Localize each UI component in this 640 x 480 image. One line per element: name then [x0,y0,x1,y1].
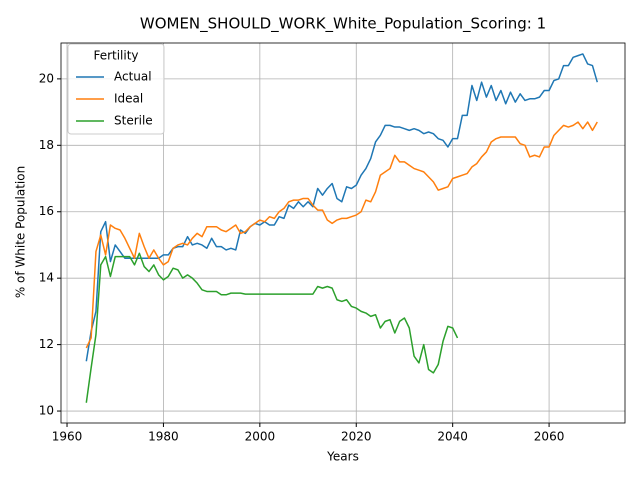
y-tick-label: 16 [39,204,54,218]
x-tick-label: 2060 [534,430,565,444]
series-line [85,53,599,362]
x-tick-label: 2040 [437,430,468,444]
y-tick-label: 14 [39,271,54,285]
x-tick-label: 2020 [341,430,372,444]
legend-label: Actual [114,70,152,84]
legend-title: Fertility [93,49,138,63]
x-tick-label: 2000 [245,430,276,444]
y-tick-label: 12 [39,337,54,351]
legend-box [67,43,165,135]
x-tick-label: 1960 [52,430,83,444]
plot-frame [60,42,626,424]
y-axis-label: % of White Population [14,166,28,298]
y-tick-label: 20 [39,71,54,85]
x-tick-label: 1980 [148,430,179,444]
y-tick-label: 18 [39,138,54,152]
series-line [85,252,459,403]
legend-label: Sterile [114,114,153,128]
x-axis-label: Years [326,450,359,464]
legend-label: Ideal [114,92,143,106]
chart-title: WOMEN_SHOULD_WORK_White_Population_Scori… [140,15,546,34]
series-line [85,121,598,349]
y-tick-label: 10 [39,404,54,418]
